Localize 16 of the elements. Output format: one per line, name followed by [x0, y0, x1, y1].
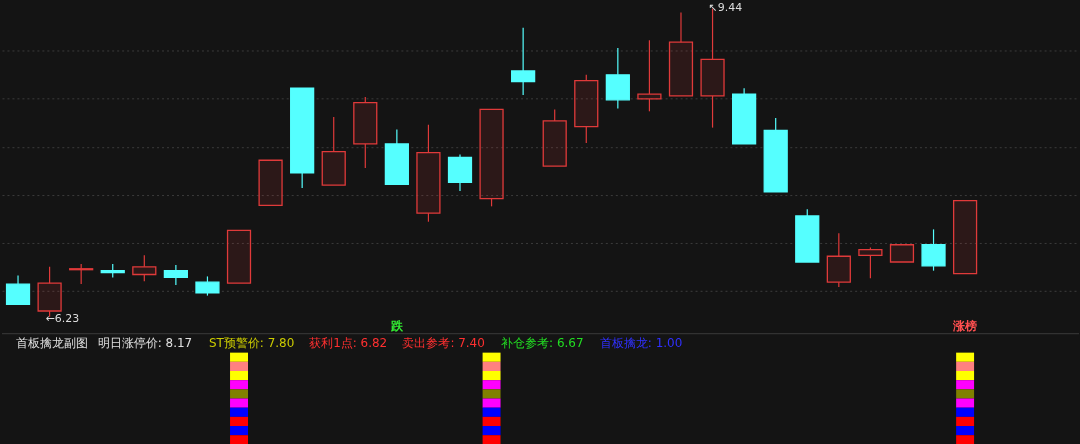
text: 首板擒龙: 1.00 [599, 335, 683, 350]
text: 明日涨停价: 8.17 [97, 335, 193, 350]
candlestick [163, 264, 188, 286]
text: 涨榜 [952, 318, 978, 333]
annotation: ↖9.44 [708, 0, 743, 14]
candlestick [858, 247, 883, 279]
text: ST预警价: 7.80 [208, 335, 295, 350]
text: 跌 [389, 318, 404, 333]
annotation: ←6.23 [45, 311, 80, 325]
chart-title: 首板擒龙副图 [15, 335, 88, 350]
text: 补仓参考: 6.67 [501, 335, 584, 350]
candlestick [447, 153, 473, 192]
text: 卖出参考: 7.40 [402, 335, 485, 350]
candlestick [511, 27, 536, 96]
candlestick [416, 124, 441, 223]
text: 获利1点: 6.82 [309, 335, 388, 350]
